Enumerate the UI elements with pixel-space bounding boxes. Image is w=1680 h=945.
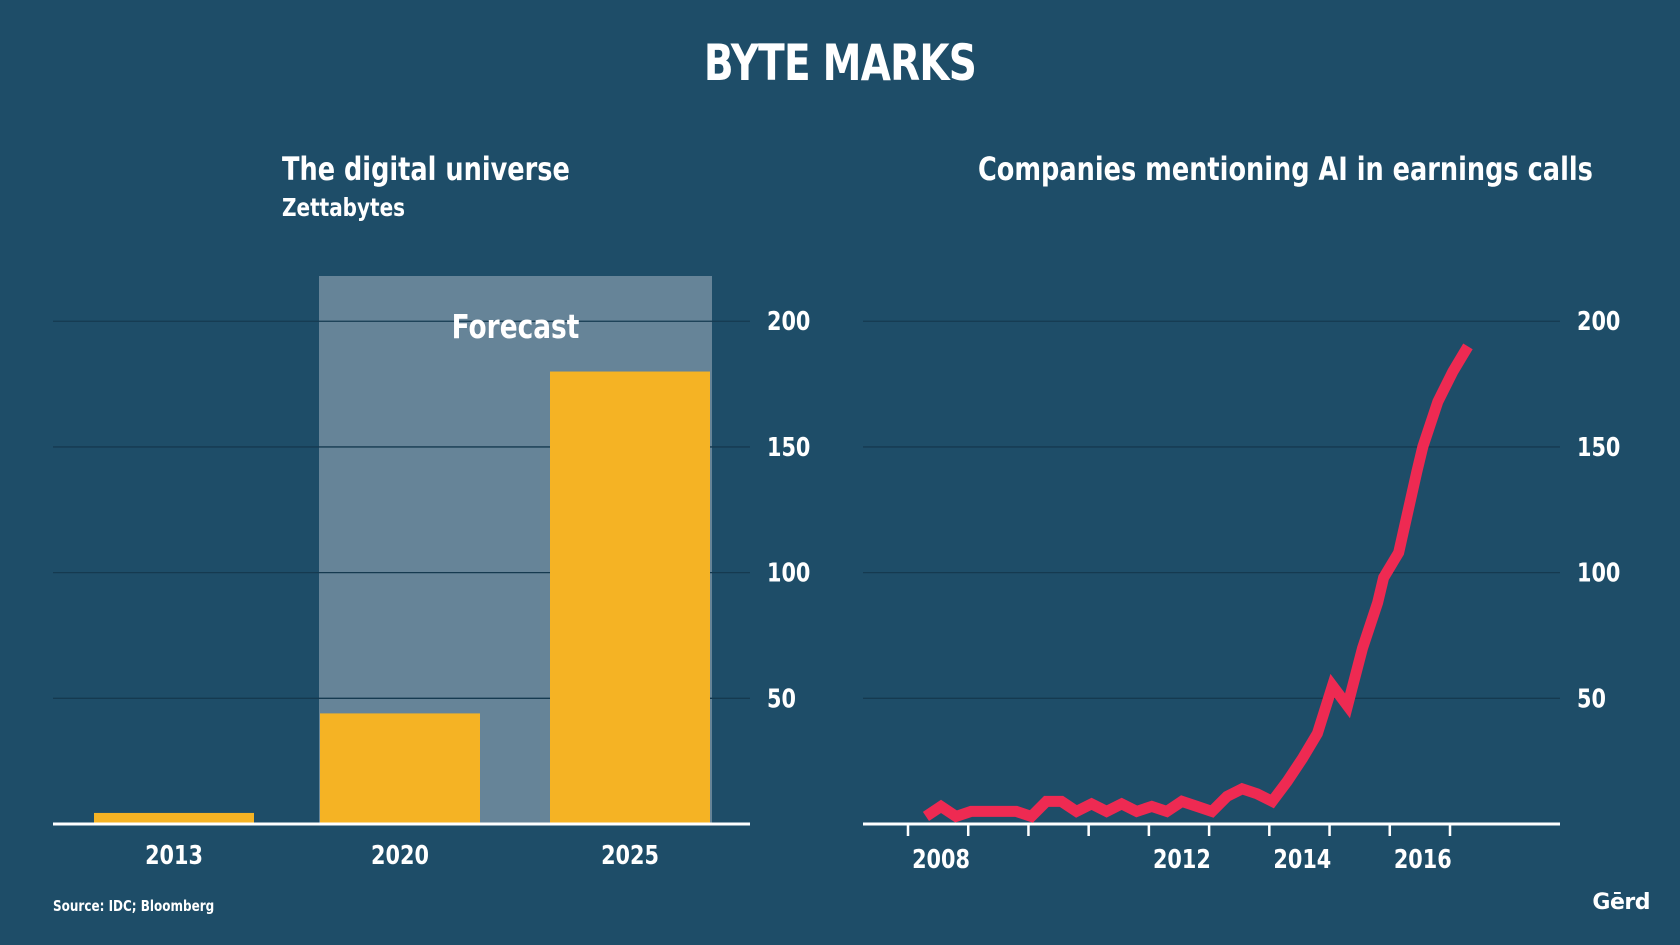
line-chart: 50 100 150 200 2008 2012 2014 2016 [863,306,1620,875]
source-note: Source: IDC; Bloomberg [53,897,215,915]
bar-chart-title: The digital universe [282,150,570,188]
bar-ytick-label: 100 [767,557,810,588]
line-xtick-label: 2016 [1394,844,1452,875]
bar-ytick-label: 150 [767,432,810,463]
bar-chart-subtitle: Zettabytes [282,193,406,222]
bar-ytick-label: 200 [767,306,810,337]
bar-chart: 50 100 150 200 2013 2020 2025 Forecast [53,276,810,871]
line-ytick-label: 50 [1577,683,1606,714]
ai-mentions-line [922,343,1473,823]
line-ytick-label: 150 [1577,432,1620,463]
line-chart-title: Companies mentioning AI in earnings call… [978,150,1593,188]
bar [550,371,710,824]
line-xtick-label: 2008 [912,844,970,875]
bar-xtick-label: 2020 [371,840,429,871]
bar [320,713,480,824]
line-ytick-label: 200 [1577,306,1620,337]
line-xtick-label: 2012 [1153,844,1211,875]
line-xtick-label: 2014 [1273,844,1331,875]
bar [94,812,254,824]
bar-ytick-label: 50 [767,683,796,714]
bar-xtick-label: 2013 [145,840,203,871]
line-ytick-label: 100 [1577,557,1620,588]
main-title: BYTE MARKS [703,34,977,92]
forecast-label: Forecast [452,308,580,347]
brand-logo: Gērd [1592,890,1650,915]
bar-xtick-label: 2025 [601,840,659,871]
